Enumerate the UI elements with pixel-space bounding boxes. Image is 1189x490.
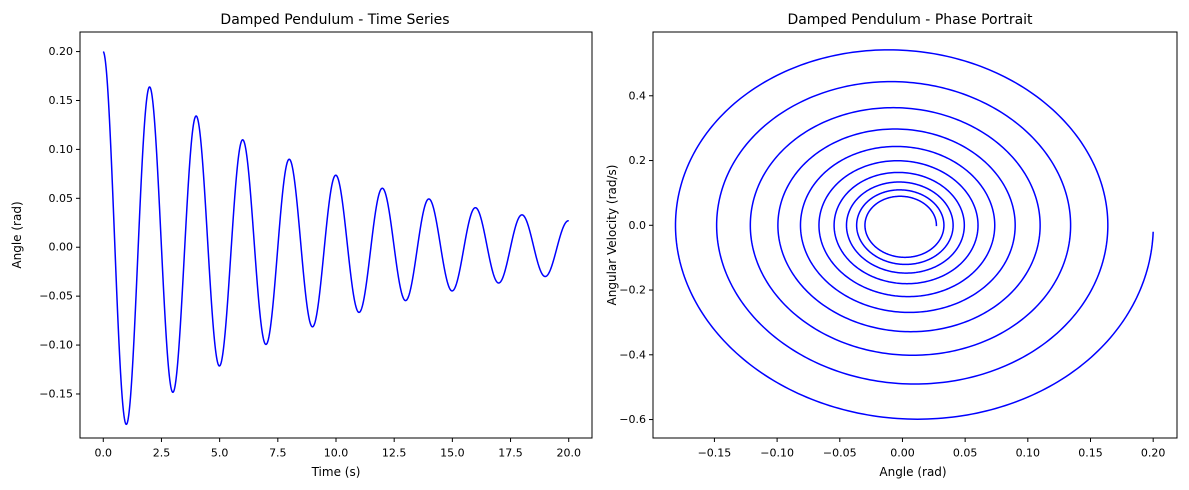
phase-trajectory-line bbox=[674, 49, 1154, 420]
x-tick-label: 20.0 bbox=[556, 447, 581, 460]
x-tick-label: 2.5 bbox=[153, 447, 171, 460]
y-tick-label: 0.15 bbox=[49, 94, 74, 107]
x-tick-label: −0.15 bbox=[698, 447, 732, 460]
y-tick-label: 0.20 bbox=[49, 45, 74, 58]
y-tick-label: 0.0 bbox=[629, 219, 647, 232]
phase-portrait-lines bbox=[674, 49, 1154, 420]
y-tick-label: −0.10 bbox=[39, 339, 73, 352]
angle-series-line bbox=[102, 51, 570, 426]
y-tick-label: −0.15 bbox=[39, 387, 73, 400]
x-tick-label: 7.5 bbox=[269, 447, 287, 460]
chart-title: Damped Pendulum - Phase Portrait bbox=[787, 12, 1033, 28]
y-axis-label: Angle (rad) bbox=[10, 201, 24, 268]
x-tick-label: 0.00 bbox=[890, 447, 915, 460]
x-tick-label: 0.15 bbox=[1078, 447, 1103, 460]
x-tick-label: 0.20 bbox=[1141, 447, 1166, 460]
y-tick-label: 0.00 bbox=[49, 241, 74, 254]
x-tick-label: −0.05 bbox=[823, 447, 857, 460]
x-tick-label: 15.0 bbox=[440, 447, 465, 460]
y-tick-label: 0.2 bbox=[629, 154, 647, 167]
x-tick-label: 5.0 bbox=[211, 447, 229, 460]
y-axis-label: Angular Velocity (rad/s) bbox=[605, 165, 619, 306]
x-tick-label: 0.10 bbox=[1016, 447, 1041, 460]
chart-title: Damped Pendulum - Time Series bbox=[220, 12, 449, 28]
y-tick-label: −0.6 bbox=[619, 413, 646, 426]
x-axis-label: Angle (rad) bbox=[879, 465, 946, 479]
x-axis-ticks: −0.15 −0.10 −0.05 0.00 0.05 0.10 0.15 0.20 bbox=[698, 438, 1166, 460]
phase-portrait-chart: Damped Pendulum - Phase Portrait −0.15 −0… bbox=[605, 12, 1178, 479]
plot-area-frame bbox=[79, 31, 593, 439]
x-tick-label: 17.5 bbox=[498, 447, 523, 460]
y-axis-ticks: −0.15 −0.10 −0.05 0.00 0.05 0.10 0.15 0.20 bbox=[39, 45, 80, 400]
x-tick-label: 0.05 bbox=[953, 447, 978, 460]
time-series-lines bbox=[102, 51, 570, 426]
time-series-chart: Damped Pendulum - Time Series 0.0 2.5 5.0 7… bbox=[10, 12, 593, 479]
y-tick-label: −0.2 bbox=[619, 284, 646, 297]
y-axis-ticks: −0.6 −0.4 −0.2 0.0 0.2 0.4 bbox=[619, 89, 653, 426]
x-tick-label: −0.10 bbox=[760, 447, 794, 460]
x-axis-label: Time (s) bbox=[311, 465, 361, 479]
y-tick-label: 0.05 bbox=[49, 192, 74, 205]
x-tick-label: 10.0 bbox=[324, 447, 349, 460]
y-tick-label: 0.4 bbox=[629, 89, 647, 102]
y-tick-label: −0.4 bbox=[619, 348, 646, 361]
x-tick-label: 0.0 bbox=[95, 447, 113, 460]
x-axis-ticks: 0.0 2.5 5.0 7.5 10.0 12.5 15.0 17.5 20.0 bbox=[95, 438, 581, 460]
y-tick-label: 0.10 bbox=[49, 143, 74, 156]
x-tick-label: 12.5 bbox=[382, 447, 407, 460]
plot-area-frame bbox=[652, 31, 1178, 439]
y-tick-label: −0.05 bbox=[39, 290, 73, 303]
